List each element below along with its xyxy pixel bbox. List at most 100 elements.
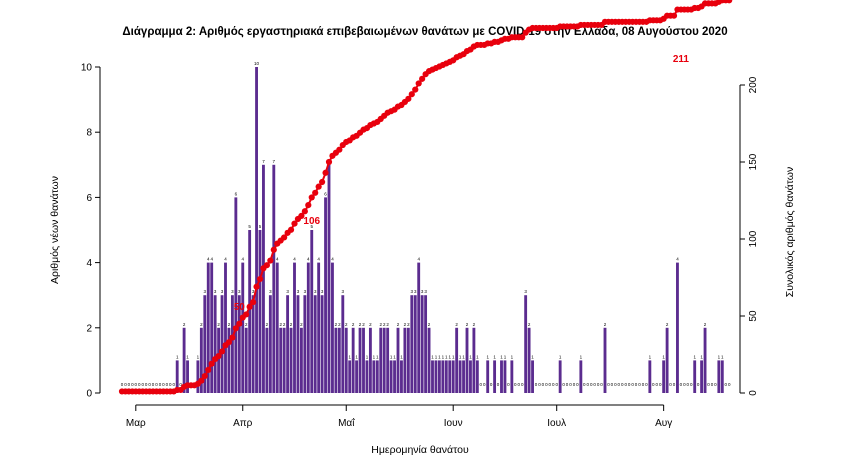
bar	[700, 360, 704, 393]
bar-value-label: 0	[631, 382, 634, 387]
bar-value-label: 5	[259, 224, 262, 229]
cumulative-point	[270, 246, 277, 253]
bar	[403, 327, 407, 393]
x-tick-label: Αυγ	[655, 418, 672, 429]
y-tick-left-label: 2	[86, 323, 92, 334]
bar-value-label: 2	[383, 322, 386, 327]
bar	[455, 327, 459, 393]
cumulative-annotation: 211	[673, 54, 690, 65]
bar-value-label: 1	[445, 354, 448, 359]
bar-value-label: 1	[435, 354, 438, 359]
bar	[341, 295, 345, 393]
bar-value-label: 0	[128, 382, 131, 387]
bar-value-label: 0	[724, 382, 727, 387]
bar-value-label: 0	[131, 382, 134, 387]
bar-value-label: 5	[310, 224, 313, 229]
bar-value-label: 1	[376, 354, 379, 359]
bar	[372, 360, 376, 393]
bar	[268, 295, 272, 393]
cumulative-point	[267, 257, 274, 264]
bar-value-label: 0	[690, 382, 693, 387]
bar-value-label: 0	[483, 382, 486, 387]
cumulative-point	[281, 234, 288, 241]
bar-value-label: 3	[252, 289, 255, 294]
bar-value-label: 1	[469, 354, 472, 359]
cumulative-point	[246, 303, 253, 310]
bar	[437, 360, 441, 393]
bar	[527, 327, 531, 393]
bar	[720, 360, 724, 393]
bar	[469, 360, 472, 393]
bar-value-label: 1	[718, 354, 721, 359]
bar-value-label: 0	[490, 382, 493, 387]
bar-value-label: 0	[552, 382, 555, 387]
bar	[434, 360, 438, 393]
bar-value-label: 0	[480, 382, 483, 387]
bar-value-label: 3	[421, 289, 424, 294]
bar	[348, 360, 352, 393]
y-axis-left-title: Αριθμός νέων θανάτων	[49, 176, 61, 284]
x-tick-label: Μαΐ	[338, 417, 355, 429]
y-tick-left-label: 8	[86, 128, 92, 139]
bar	[186, 360, 189, 393]
bar-value-label: 1	[366, 354, 369, 359]
bar-value-label: 0	[517, 382, 520, 387]
bar-value-label: 1	[186, 354, 189, 359]
bar-value-label: 0	[586, 382, 589, 387]
bar-value-label: 2	[352, 322, 355, 327]
bar-value-label: 1	[431, 354, 434, 359]
bar-value-label: 0	[576, 382, 579, 387]
bar	[344, 327, 348, 393]
cumulative-point	[336, 146, 343, 153]
bar-value-label: 1	[442, 354, 445, 359]
bar-value-label: 10	[254, 61, 260, 66]
bar	[558, 360, 562, 393]
bar	[500, 360, 503, 393]
bar-value-label: 4	[417, 257, 420, 262]
bar-value-label: 0	[618, 382, 621, 387]
bar-value-label: 3	[342, 289, 345, 294]
bar	[175, 360, 179, 393]
bar-value-label: 3	[424, 289, 427, 294]
cumulative-point	[291, 220, 298, 227]
bar	[320, 295, 324, 393]
bar-value-label: 7	[273, 159, 276, 164]
bar-value-label: 0	[638, 382, 641, 387]
bar-value-label: 2	[528, 322, 531, 327]
bar-value-label: 1	[693, 354, 696, 359]
cumulative-line-layer	[118, 0, 733, 395]
y-tick-left-label: 6	[86, 193, 92, 204]
bar	[451, 360, 455, 393]
bar-value-label: 0	[545, 382, 548, 387]
bar-value-label: 0	[645, 382, 648, 387]
bar-value-label: 0	[621, 382, 624, 387]
bar	[248, 230, 252, 393]
bar-value-label: 4	[224, 257, 227, 262]
bar	[379, 327, 383, 393]
bar-value-label: 0	[583, 382, 586, 387]
bar-value-label: 1	[438, 354, 441, 359]
cumulative-point	[308, 194, 315, 201]
bar	[265, 327, 269, 393]
bar	[306, 262, 310, 393]
bar-value-label: 3	[414, 289, 417, 294]
bar	[224, 262, 227, 393]
y-tick-right-label: 0	[748, 390, 759, 396]
bar	[251, 295, 255, 393]
bar-value-label: 0	[538, 382, 541, 387]
bar-value-label: 0	[507, 382, 510, 387]
bar-value-label: 5	[248, 224, 251, 229]
x-tick-label: Απρ	[233, 418, 253, 429]
bar-value-label: 2	[290, 322, 293, 327]
bar	[258, 230, 262, 393]
bar-value-label: 2	[245, 322, 248, 327]
bar-value-label: 0	[687, 382, 690, 387]
bars-layer	[175, 67, 724, 393]
bar-value-label: 0	[652, 382, 655, 387]
bar	[382, 327, 386, 393]
bar-value-label: 1	[355, 354, 358, 359]
bar	[199, 327, 203, 393]
bar-value-label: 1	[393, 354, 396, 359]
bar-value-label: 3	[214, 289, 217, 294]
bar	[227, 327, 231, 393]
